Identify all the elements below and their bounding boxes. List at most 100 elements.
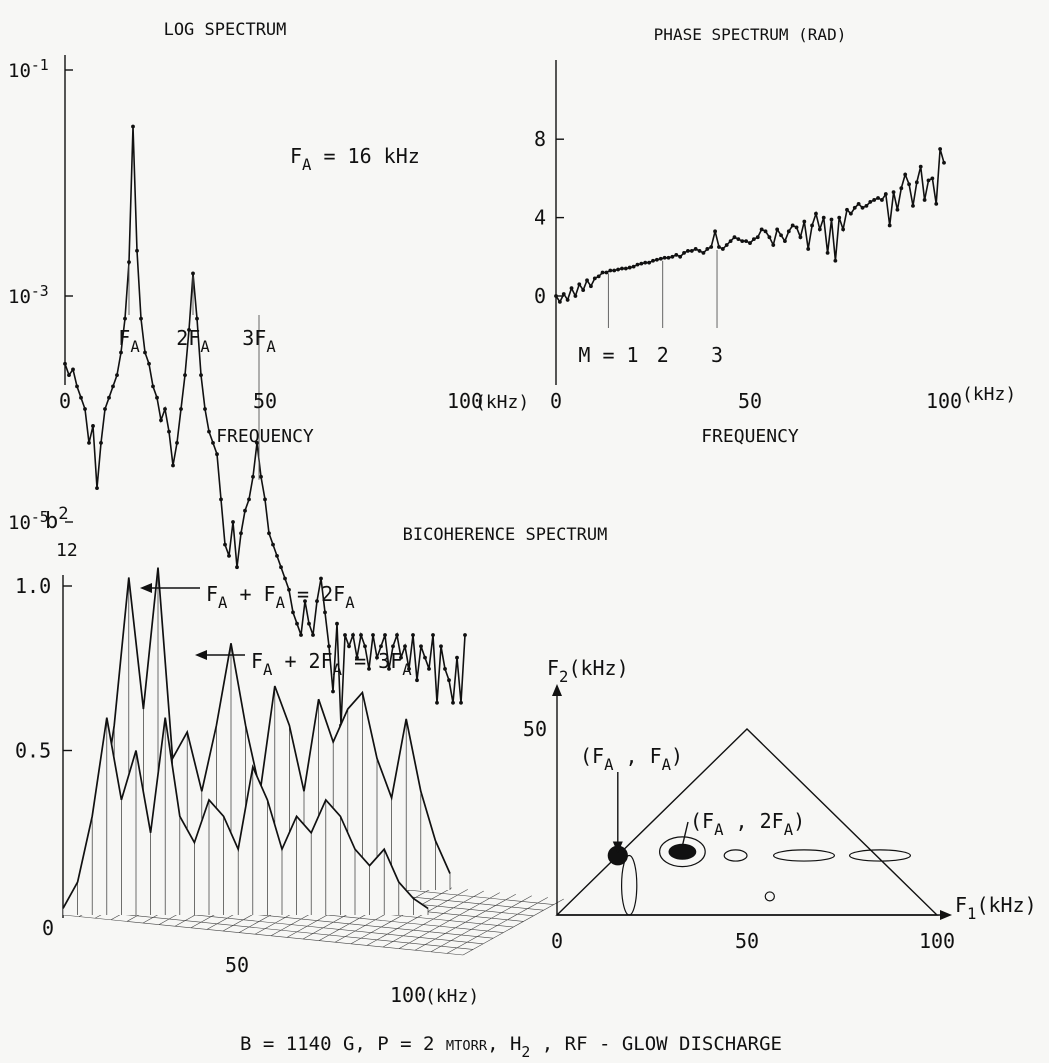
data-point	[891, 190, 896, 195]
data-point	[786, 229, 791, 234]
data-point	[876, 196, 880, 200]
data-point	[251, 474, 255, 479]
data-point	[351, 633, 355, 637]
data-point	[686, 249, 690, 253]
data-point	[794, 225, 799, 230]
y-tick-label-part: -5	[31, 509, 49, 526]
data-point	[895, 207, 900, 212]
y-axis-label-part: F	[547, 656, 559, 680]
harmonic-label-part: F	[118, 326, 130, 350]
data-point	[837, 215, 842, 220]
data-point	[845, 207, 849, 212]
data-point	[763, 229, 768, 234]
data-point	[195, 316, 199, 321]
x-axis-label: F1(kHz)	[955, 893, 1037, 923]
data-point	[359, 633, 363, 637]
floor-grid-line	[462, 898, 564, 956]
x-tick-label: 50	[253, 389, 277, 413]
y-axis-label: F2(kHz)	[547, 656, 629, 686]
data-point	[554, 294, 558, 298]
data-point	[299, 633, 303, 637]
data-point	[163, 407, 167, 411]
data-point	[391, 644, 395, 649]
data-point	[215, 452, 219, 457]
data-point	[167, 429, 171, 434]
peak-label-part: (F	[580, 744, 604, 768]
data-point	[207, 429, 211, 434]
data-point	[713, 229, 717, 234]
data-point	[697, 249, 702, 253]
data-point	[755, 235, 760, 240]
data-point	[561, 292, 566, 296]
data-point	[159, 418, 163, 423]
fundamental-frequency-annotation-part: = 16 kHz	[311, 144, 419, 168]
data-point	[736, 237, 741, 242]
z-tick-label: 0.5	[15, 739, 51, 763]
data-point	[623, 266, 628, 271]
floor-grid-line	[366, 889, 468, 946]
data-point	[87, 441, 91, 445]
data-point	[307, 621, 311, 626]
data-point	[179, 407, 183, 411]
data-point	[907, 182, 911, 187]
mode-label: 2	[657, 343, 669, 367]
data-point	[814, 211, 818, 216]
peak-label-part: A	[662, 756, 672, 774]
data-point	[279, 565, 283, 570]
y-tick-label-part: -1	[31, 57, 49, 74]
data-point	[411, 633, 415, 637]
data-point	[596, 274, 601, 279]
data-point	[620, 266, 624, 271]
peak-label-part: A	[714, 821, 724, 839]
annotation-arrowhead	[140, 583, 152, 593]
x-axis-label-part: 1	[967, 905, 976, 923]
data-point	[239, 531, 243, 536]
harmonic-label: 3FA	[242, 326, 276, 356]
harmonic-label-part: 2F	[176, 326, 200, 350]
data-point	[767, 235, 772, 240]
mode-label: M = 1	[578, 343, 638, 367]
data-point	[654, 257, 659, 262]
x-tick-label: 50	[225, 953, 249, 977]
y-tick-label: 4	[534, 206, 546, 230]
annotation-label: FA + FA = 2FA	[206, 582, 355, 612]
floor-grid-line	[73, 909, 474, 950]
data-point	[331, 689, 335, 694]
data-point	[271, 542, 275, 547]
peak-label-part: )	[793, 809, 805, 833]
data-point	[565, 298, 570, 302]
data-point	[802, 219, 807, 224]
data-point	[403, 644, 407, 649]
peak-label-part: , F	[613, 744, 661, 768]
peak-label: (FA , FA)	[580, 744, 683, 774]
data-point	[651, 258, 655, 263]
data-point	[589, 284, 593, 289]
annotation-label-part: F	[206, 582, 218, 606]
y-tick-label: 8	[534, 127, 546, 151]
x-tick-label: 0	[59, 389, 71, 413]
data-point	[67, 373, 71, 377]
data-point	[604, 270, 609, 275]
x-tick-label: 0	[550, 389, 562, 413]
x-tick-label: 50	[735, 929, 759, 953]
data-point	[883, 192, 888, 196]
x-axis-label: FREQUENCY	[216, 426, 314, 447]
y-tick-label: 10-3	[8, 283, 49, 308]
data-point	[817, 227, 822, 232]
data-point	[423, 655, 427, 660]
z-axis-label-part: b	[45, 509, 58, 534]
data-point	[833, 258, 838, 263]
data-point	[569, 286, 574, 291]
z-axis-label-subscript: 12	[56, 540, 78, 561]
bispectral-domain-triangle	[555, 728, 939, 916]
data-point	[71, 367, 75, 372]
data-point	[934, 201, 939, 206]
x-tick-label: 0	[551, 929, 563, 953]
data-point	[379, 644, 383, 649]
annotation-label-part: A	[345, 594, 355, 612]
data-point	[99, 441, 103, 445]
data-point	[585, 278, 589, 283]
data-point	[103, 407, 107, 411]
annotation-label-part: + F	[227, 582, 275, 606]
